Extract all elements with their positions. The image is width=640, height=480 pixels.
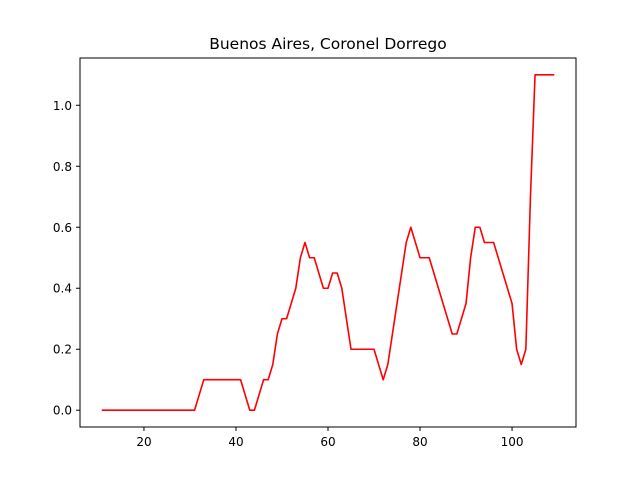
y-tick-label: 0.4 (53, 282, 72, 296)
y-tick-label: 1.0 (53, 99, 72, 113)
y-tick-label: 0.0 (53, 404, 72, 418)
x-tick-label: 20 (136, 435, 151, 449)
x-tick-label: 60 (320, 435, 335, 449)
y-tick-label: 0.8 (53, 160, 72, 174)
plot-frame (79, 57, 577, 428)
x-tick-label: 40 (228, 435, 243, 449)
x-tick-label: 100 (501, 435, 524, 449)
axes: 20 40 60 80 100 0.0 0.2 0.4 0.6 0.8 1.0 (53, 57, 577, 449)
x-tick-label: 80 (412, 435, 427, 449)
y-tick-label: 0.6 (53, 221, 72, 235)
chart-title: Buenos Aires, Coronel Dorrego (209, 35, 447, 53)
series-line-0 (101, 73, 555, 412)
y-tick-label: 0.2 (53, 343, 72, 357)
plot-area (101, 73, 555, 412)
